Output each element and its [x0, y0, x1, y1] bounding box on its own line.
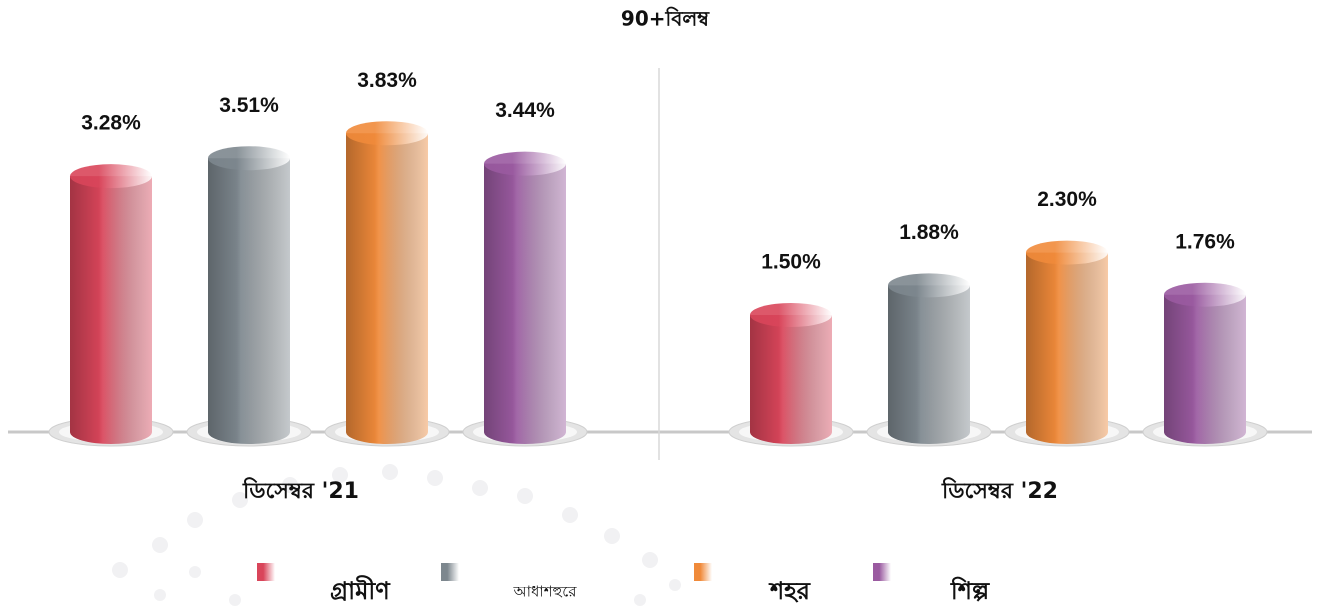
cylinder — [346, 121, 428, 444]
legend-swatch — [441, 563, 459, 581]
cylinder-shade — [70, 176, 152, 444]
cylinder — [750, 303, 832, 444]
cylinder-top — [208, 146, 290, 171]
legend-label: গ্রামীণ — [330, 575, 391, 605]
legend-label: শিল্প — [950, 576, 990, 605]
legend-swatch — [257, 563, 275, 581]
value-label: 2.30% — [1037, 188, 1097, 211]
legend-swatch — [694, 563, 712, 581]
cylinder — [484, 151, 566, 444]
cylinder-shade — [750, 315, 832, 444]
cylinder-top — [70, 164, 152, 189]
value-label: 3.28% — [81, 112, 141, 135]
chart-title: 90+বিলম্ব — [621, 7, 710, 31]
legend-label: আধাশহুরে — [513, 583, 578, 601]
value-label: 1.76% — [1175, 230, 1235, 253]
cylinder-top — [484, 151, 566, 176]
value-label: 3.83% — [357, 69, 417, 92]
cylinder-shade — [888, 285, 970, 444]
cylinder-shade — [346, 133, 428, 444]
cylinder-top — [1026, 240, 1108, 265]
value-label: 3.44% — [495, 99, 555, 122]
cylinder — [1164, 282, 1246, 444]
background-dots — [112, 464, 681, 606]
value-label: 1.88% — [899, 221, 959, 244]
value-label: 3.51% — [219, 94, 279, 117]
cylinder-top — [1164, 282, 1246, 307]
cylinder — [888, 273, 970, 444]
cylinder — [208, 146, 290, 444]
group-label: ডিসেম্বর '21 — [242, 477, 359, 504]
cylinder-top — [346, 121, 428, 146]
cylinder-shade — [1164, 294, 1246, 444]
legend-label: শহর — [768, 577, 811, 605]
cylinder-top — [888, 273, 970, 298]
group-label: ডিসেম্বর '22 — [941, 477, 1058, 504]
legend-swatch — [873, 563, 891, 581]
cylinder — [70, 164, 152, 444]
cylinder-top — [750, 303, 832, 327]
cylinder-shade — [208, 158, 290, 444]
cylinder — [1026, 240, 1108, 444]
cylinder-shade — [484, 163, 566, 444]
cylinder-shade — [1026, 252, 1108, 444]
value-label: 1.50% — [761, 251, 821, 274]
